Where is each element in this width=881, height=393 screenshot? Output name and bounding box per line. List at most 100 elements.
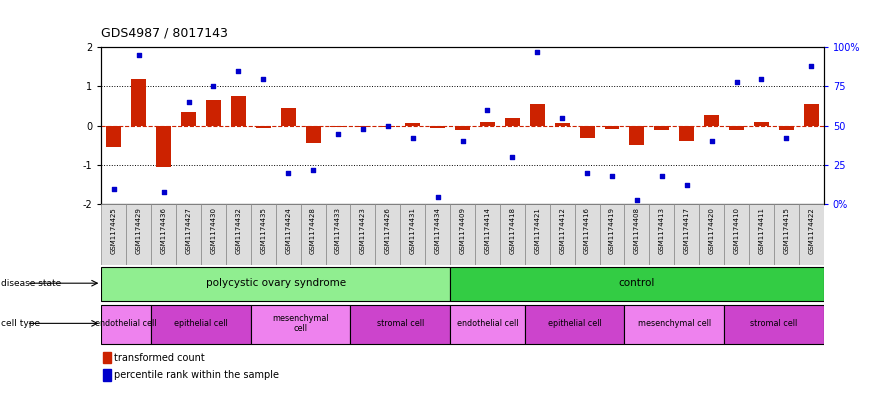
Text: GSM1174410: GSM1174410 bbox=[734, 208, 739, 254]
Point bbox=[655, 173, 669, 179]
Text: GSM1174424: GSM1174424 bbox=[285, 208, 291, 254]
Bar bbox=[674, 204, 700, 265]
Bar bbox=[655, 126, 670, 130]
Text: GSM1174419: GSM1174419 bbox=[609, 208, 615, 254]
Bar bbox=[351, 305, 450, 343]
Point bbox=[729, 79, 744, 85]
Text: GDS4987 / 8017143: GDS4987 / 8017143 bbox=[101, 26, 228, 39]
Bar bbox=[251, 204, 276, 265]
Bar bbox=[455, 126, 470, 130]
Text: GSM1174422: GSM1174422 bbox=[808, 208, 814, 254]
Bar bbox=[679, 126, 694, 141]
Bar bbox=[281, 108, 296, 126]
Point bbox=[256, 75, 270, 82]
Bar bbox=[649, 204, 674, 265]
Text: GSM1174412: GSM1174412 bbox=[559, 208, 566, 254]
Text: disease state: disease state bbox=[1, 279, 61, 288]
Bar bbox=[779, 126, 794, 130]
Bar bbox=[251, 305, 351, 343]
Bar bbox=[201, 204, 226, 265]
Bar bbox=[450, 305, 525, 343]
Bar bbox=[152, 204, 176, 265]
Text: epithelial cell: epithelial cell bbox=[174, 319, 228, 328]
Bar bbox=[724, 204, 749, 265]
Bar bbox=[475, 204, 500, 265]
Bar bbox=[101, 305, 152, 343]
Point bbox=[506, 154, 520, 160]
Bar bbox=[604, 126, 619, 129]
Text: GSM1174408: GSM1174408 bbox=[634, 208, 640, 254]
Bar bbox=[152, 305, 251, 343]
Bar bbox=[181, 112, 196, 126]
Bar bbox=[774, 204, 799, 265]
Text: GSM1174436: GSM1174436 bbox=[160, 208, 167, 254]
Text: GSM1174417: GSM1174417 bbox=[684, 208, 690, 254]
Bar bbox=[276, 204, 300, 265]
Point bbox=[580, 170, 594, 176]
Text: GSM1174427: GSM1174427 bbox=[186, 208, 191, 254]
Bar bbox=[580, 126, 595, 138]
Bar bbox=[450, 204, 475, 265]
Bar bbox=[255, 126, 270, 128]
Text: GSM1174429: GSM1174429 bbox=[136, 208, 142, 254]
Point bbox=[405, 135, 419, 141]
Bar bbox=[103, 369, 111, 381]
Bar bbox=[325, 204, 351, 265]
Text: GSM1174420: GSM1174420 bbox=[708, 208, 714, 254]
Bar bbox=[381, 126, 396, 127]
Bar bbox=[300, 204, 325, 265]
Point bbox=[431, 193, 445, 200]
Text: endothelial cell: endothelial cell bbox=[95, 319, 157, 328]
Text: control: control bbox=[618, 278, 655, 288]
Bar bbox=[430, 126, 445, 128]
Point bbox=[605, 173, 619, 179]
Bar bbox=[351, 204, 375, 265]
Bar bbox=[749, 204, 774, 265]
Bar bbox=[405, 123, 420, 126]
Point bbox=[281, 170, 295, 176]
Bar bbox=[101, 267, 450, 301]
Bar bbox=[450, 267, 824, 301]
Point bbox=[206, 83, 220, 90]
Bar bbox=[529, 104, 544, 126]
Bar bbox=[400, 204, 426, 265]
Point bbox=[630, 196, 644, 203]
Bar bbox=[803, 104, 818, 126]
Text: GSM1174430: GSM1174430 bbox=[211, 208, 217, 254]
Text: GSM1174428: GSM1174428 bbox=[310, 208, 316, 254]
Bar bbox=[525, 305, 625, 343]
Text: GSM1174421: GSM1174421 bbox=[534, 208, 540, 254]
Bar bbox=[156, 126, 171, 167]
Bar bbox=[600, 204, 625, 265]
Bar bbox=[306, 126, 321, 143]
Text: GSM1174411: GSM1174411 bbox=[759, 208, 765, 254]
Text: GSM1174415: GSM1174415 bbox=[783, 208, 789, 254]
Bar bbox=[107, 126, 122, 147]
Point bbox=[455, 138, 470, 145]
Point bbox=[181, 99, 196, 105]
Point bbox=[804, 63, 818, 69]
Text: GSM1174414: GSM1174414 bbox=[485, 208, 491, 254]
Point bbox=[679, 182, 693, 189]
Text: transformed count: transformed count bbox=[115, 353, 205, 363]
Bar bbox=[555, 123, 570, 126]
Point bbox=[530, 49, 544, 55]
Point bbox=[780, 135, 794, 141]
Text: GSM1174433: GSM1174433 bbox=[335, 208, 341, 254]
Text: mesenchymal
cell: mesenchymal cell bbox=[272, 314, 329, 333]
Point bbox=[131, 52, 145, 58]
Text: GSM1174435: GSM1174435 bbox=[260, 208, 266, 254]
Text: cell type: cell type bbox=[1, 319, 40, 328]
Point bbox=[331, 130, 345, 137]
Text: GSM1174409: GSM1174409 bbox=[460, 208, 465, 254]
Bar bbox=[355, 126, 370, 127]
Bar bbox=[629, 126, 644, 145]
Point bbox=[157, 189, 171, 195]
Bar bbox=[126, 204, 152, 265]
Text: polycystic ovary syndrome: polycystic ovary syndrome bbox=[205, 278, 345, 288]
Text: endothelial cell: endothelial cell bbox=[456, 319, 518, 328]
Point bbox=[480, 107, 494, 113]
Bar bbox=[231, 96, 246, 126]
Bar bbox=[500, 204, 525, 265]
Bar bbox=[101, 204, 126, 265]
